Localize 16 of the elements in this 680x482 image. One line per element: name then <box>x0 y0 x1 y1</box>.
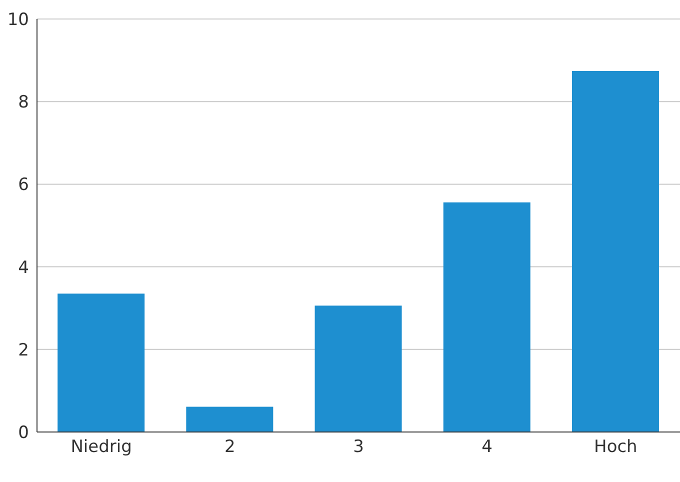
x-tick-label: 2 <box>224 437 236 458</box>
bar <box>58 294 145 432</box>
y-tick-label: 10 <box>7 10 29 30</box>
bar <box>314 306 402 432</box>
x-tick-label: 3 <box>353 437 364 458</box>
bar <box>572 71 659 432</box>
x-tick-label: Hoch <box>594 437 638 458</box>
bar <box>443 202 530 432</box>
y-tick-label: 2 <box>18 340 29 360</box>
y-tick-label: 8 <box>18 92 29 113</box>
y-tick-label: 6 <box>18 175 29 196</box>
x-tick-label: 4 <box>482 437 493 458</box>
y-tick-label: 0 <box>18 423 29 444</box>
x-tick-label: Niedrig <box>70 437 132 458</box>
bar <box>186 406 274 432</box>
y-tick-label: 4 <box>18 258 29 278</box>
